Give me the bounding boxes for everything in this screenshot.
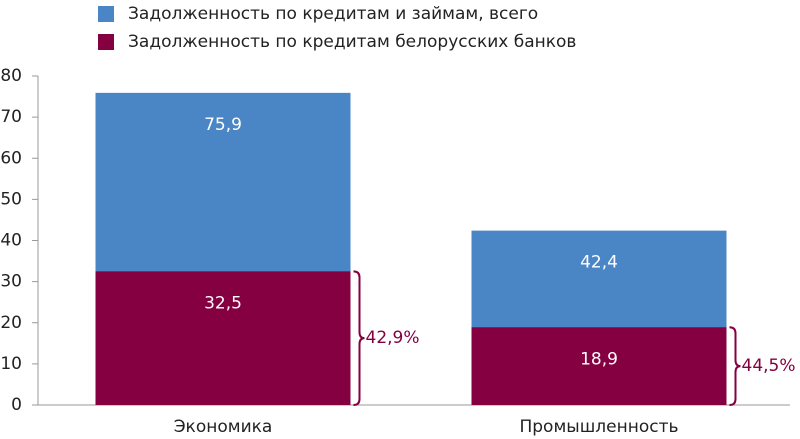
share-label: 44,5% bbox=[742, 356, 796, 376]
x-tick-label: Экономика bbox=[174, 417, 273, 437]
legend-label: Задолженность по кредитам и займам, всег… bbox=[128, 4, 538, 24]
y-tick-label: 80 bbox=[0, 66, 22, 86]
legend-swatch bbox=[98, 6, 114, 22]
value-label: 32,5 bbox=[204, 293, 242, 313]
x-tick-label: Промышленность bbox=[519, 417, 678, 437]
legend-label: Задолженность по кредитам белорусских ба… bbox=[128, 32, 576, 52]
y-tick-label: 60 bbox=[0, 148, 22, 168]
brace bbox=[729, 326, 741, 406]
bar bbox=[471, 327, 727, 405]
value-label: 75,9 bbox=[204, 115, 242, 135]
value-label: 18,9 bbox=[580, 349, 618, 369]
y-tick-label: 0 bbox=[11, 395, 22, 415]
bar bbox=[95, 271, 351, 405]
y-tick-label: 40 bbox=[0, 231, 22, 251]
y-tick-label: 20 bbox=[0, 313, 22, 333]
y-tick-label: 50 bbox=[0, 189, 22, 209]
y-tick-label: 10 bbox=[0, 354, 22, 374]
share-label: 42,9% bbox=[366, 328, 420, 348]
y-tick-label: 70 bbox=[0, 107, 22, 127]
brace bbox=[353, 270, 365, 406]
value-label: 42,4 bbox=[580, 253, 618, 273]
legend-swatch bbox=[98, 34, 114, 50]
y-tick-label: 30 bbox=[0, 272, 22, 292]
